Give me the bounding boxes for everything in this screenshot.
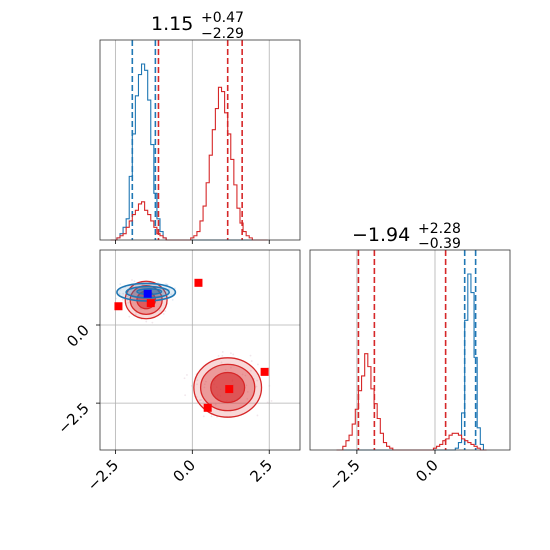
hist-param1-tick-label: 0.0 — [412, 456, 442, 486]
hist-param0-step-red — [110, 86, 268, 241]
joint-marker-red — [225, 385, 234, 394]
joint-xtick-label: 2.5 — [246, 456, 276, 486]
joint-sample-dot — [122, 292, 125, 295]
joint-sample-dot — [241, 373, 244, 376]
joint-xtick-label: −2.5 — [84, 456, 122, 494]
joint-marker-blue — [143, 289, 152, 298]
joint-marker-red — [260, 367, 269, 376]
param0-title-minus: −2.29 — [201, 26, 244, 42]
joint-sample-dot — [232, 353, 235, 356]
joint-sample-dot — [165, 283, 168, 286]
joint-sample-dot — [246, 390, 249, 393]
param1-title-minus: −0.39 — [418, 236, 461, 252]
joint-sample-dot — [270, 400, 273, 402]
joint-sample-dot — [119, 288, 122, 291]
joint-sample-dot — [126, 295, 129, 298]
joint-sample-dot — [256, 414, 259, 417]
joint-sample-dot — [186, 374, 188, 376]
joint-ytick-label: 0.0 — [63, 321, 93, 351]
joint-sample-dot — [199, 399, 202, 401]
param1-title-median: −1.94 — [352, 224, 410, 246]
hist-param1-tick-label: −2.5 — [325, 456, 363, 494]
hist-param0-frame — [99, 39, 301, 241]
joint-sample-dot — [170, 293, 173, 296]
joint-sample-dot — [183, 377, 186, 380]
joint-sample-dot — [266, 401, 269, 404]
joint-marker-red — [203, 403, 212, 412]
joint-sample-dot — [250, 369, 252, 372]
param0-title-median: 1.15 — [151, 13, 193, 35]
joint-marker-red — [146, 299, 155, 308]
joint-sample-dot — [221, 351, 224, 353]
joint-sample-dot — [217, 355, 220, 357]
joint-sample-dot — [166, 283, 169, 286]
joint-sample-dot — [168, 288, 171, 291]
joint-sample-dot — [220, 361, 223, 364]
joint-sample-dot — [184, 394, 187, 397]
joint-sample-dot — [244, 374, 247, 377]
joint-sample-dot — [230, 352, 232, 355]
hist-param0-panel: 1.15 +0.47 −2.29 — [99, 10, 301, 244]
joint-sample-dot — [133, 280, 136, 283]
joint-ytick-label: −2.5 — [54, 399, 92, 437]
joint-sample-dot — [256, 379, 259, 382]
joint-sample-dot — [134, 313, 137, 316]
joint-sample-dot — [230, 366, 232, 369]
joint-sample-dot — [127, 301, 130, 304]
joint-sample-dot — [128, 315, 131, 318]
joint-sample-dot — [119, 283, 122, 286]
joint-sample-dot — [202, 400, 205, 403]
joint-sample-dot — [140, 308, 142, 310]
joint-sample-dot — [268, 384, 271, 387]
joint-sample-dot — [249, 354, 252, 357]
joint-sample-dot — [174, 287, 176, 290]
joint-sample-dot — [203, 386, 206, 389]
joint-sample-dot — [202, 415, 205, 418]
param0-title-plus: +0.47 — [201, 10, 244, 26]
joint-sample-dot — [246, 398, 249, 400]
joint-sample-dot — [164, 310, 167, 313]
joint-sample-dot — [162, 313, 165, 315]
joint-sample-dot — [134, 285, 137, 287]
joint-sample-dot — [203, 383, 206, 386]
joint-sample-dot — [196, 383, 198, 386]
hist-param1-frame — [309, 249, 511, 451]
joint-sample-dot — [210, 415, 213, 418]
joint-marker-red — [194, 278, 203, 287]
joint-sample-dot — [171, 299, 174, 301]
joint-sample-dot — [158, 309, 161, 312]
joint-sample-dot — [250, 360, 253, 362]
joint-sample-dot — [221, 354, 224, 357]
joint-frame — [99, 249, 301, 451]
joint-sample-dot — [164, 283, 167, 286]
joint-sample-dot — [140, 289, 143, 292]
joint-sample-dot — [224, 368, 227, 371]
joint-sample-dot — [255, 385, 258, 388]
joint-panel: −2.5 0.0 2.5 −2.5 0.0 — [54, 249, 301, 495]
joint-marker-red — [114, 302, 123, 311]
joint-sample-dot — [196, 379, 199, 382]
joint-sample-dot — [121, 298, 124, 301]
joint-sample-dot — [198, 399, 201, 402]
hist-param1-panel: −2.5 0.0 −1.94 +2.28 −0.39 — [309, 221, 511, 495]
joint-sample-dot — [151, 321, 154, 324]
joint-sample-dot — [245, 384, 248, 387]
joint-sample-dot — [200, 399, 203, 401]
joint-sample-dot — [257, 363, 259, 366]
joint-sample-dot — [214, 403, 217, 406]
joint-sample-dot — [204, 380, 207, 383]
joint-xtick-label: 0.0 — [170, 456, 200, 486]
joint-sample-dot — [190, 384, 193, 387]
joint-sample-dot — [115, 297, 117, 300]
joint-sample-dot — [131, 279, 133, 281]
param1-title-plus: +2.28 — [418, 221, 461, 237]
joint-sample-dot — [145, 320, 148, 323]
hist-param0-step-blue — [110, 63, 268, 241]
joint-sample-dot — [118, 292, 121, 295]
